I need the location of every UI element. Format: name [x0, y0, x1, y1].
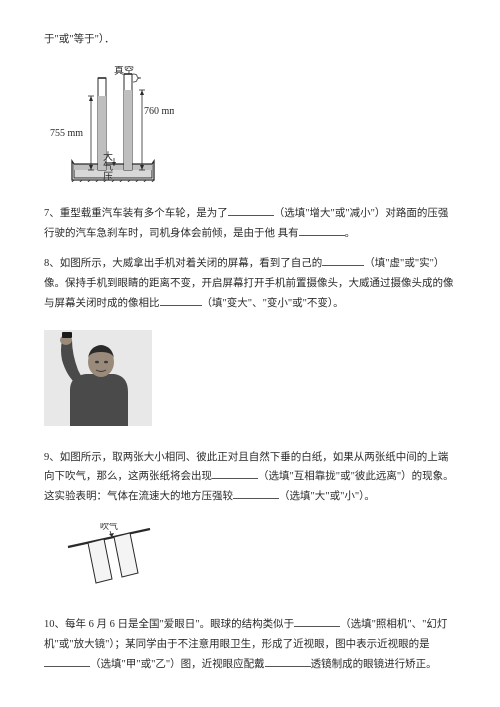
barometer-svg: 真空 755 mm 760 mm 大气压 — [44, 66, 174, 182]
papers-svg: 吹气 — [64, 523, 160, 593]
figure-person — [44, 330, 456, 434]
svg-text:大气压: 大气压 — [101, 150, 113, 182]
svg-text:真空: 真空 — [114, 66, 134, 77]
question-9: 9、如图所示，取两张大小相同、彼此正对且自然下垂的白纸，如果从两张纸中间的上端向… — [44, 448, 456, 508]
top-fragment-text: 于"或"等于"）． — [44, 34, 115, 45]
q9-hint2: （选填"大"或"小"）。 — [279, 491, 375, 502]
q8-blank-2[interactable] — [160, 295, 202, 306]
question-7: 7、重型载重汽车装有多个车轮，是为了（选填"增大"或"减小"）对路面的压强 行驶… — [44, 204, 456, 244]
q10-blank-1[interactable] — [294, 617, 340, 628]
question-8: 8、如图所示，大威拿出手机对着关闭的屏幕，看到了自己的（填"虚"或"实"）像。保… — [44, 254, 456, 314]
q7-blank-1[interactable] — [228, 205, 274, 216]
q7-prefix: 7、重型载重汽车装有多个车轮，是为了 — [44, 208, 228, 219]
q10-blank-2[interactable] — [44, 657, 90, 668]
q10-hint2: （选填"甲"或"乙"）图，近视眼应配戴 — [90, 659, 265, 670]
q9-blank-2[interactable] — [233, 489, 279, 500]
q10-hint3: 透镜制成的眼镜进行矫正。 — [311, 659, 437, 670]
person-svg — [44, 330, 152, 426]
q7-blank-2[interactable] — [299, 225, 345, 236]
q8-hint2: （填"变大"、"变小"或"不变）。 — [202, 298, 344, 309]
svg-text:755 mm: 755 mm — [50, 128, 83, 139]
q7-tail: 。 — [345, 228, 356, 239]
question-10: 10、每年 6 月 6 日是全国"爱眼日"。眼球的结构类似于（选填"照相机"、"… — [44, 615, 456, 675]
svg-text:吹气: 吹气 — [100, 523, 118, 531]
top-fragment: 于"或"等于"）． — [44, 30, 456, 50]
q8-blank-1[interactable] — [322, 255, 364, 266]
q9-blank-1[interactable] — [212, 469, 258, 480]
svg-text:760 mm: 760 mm — [144, 106, 174, 117]
q10-blank-3[interactable] — [265, 657, 311, 668]
figure-papers: 吹气 — [64, 523, 456, 601]
q10-prefix: 10、每年 6 月 6 日是全国"爱眼日"。眼球的结构类似于 — [44, 619, 294, 630]
figure-barometer: 真空 755 mm 760 mm 大气压 — [44, 66, 456, 190]
q8-prefix: 8、如图所示，大威拿出手机对着关闭的屏幕，看到了自己的 — [44, 258, 322, 269]
